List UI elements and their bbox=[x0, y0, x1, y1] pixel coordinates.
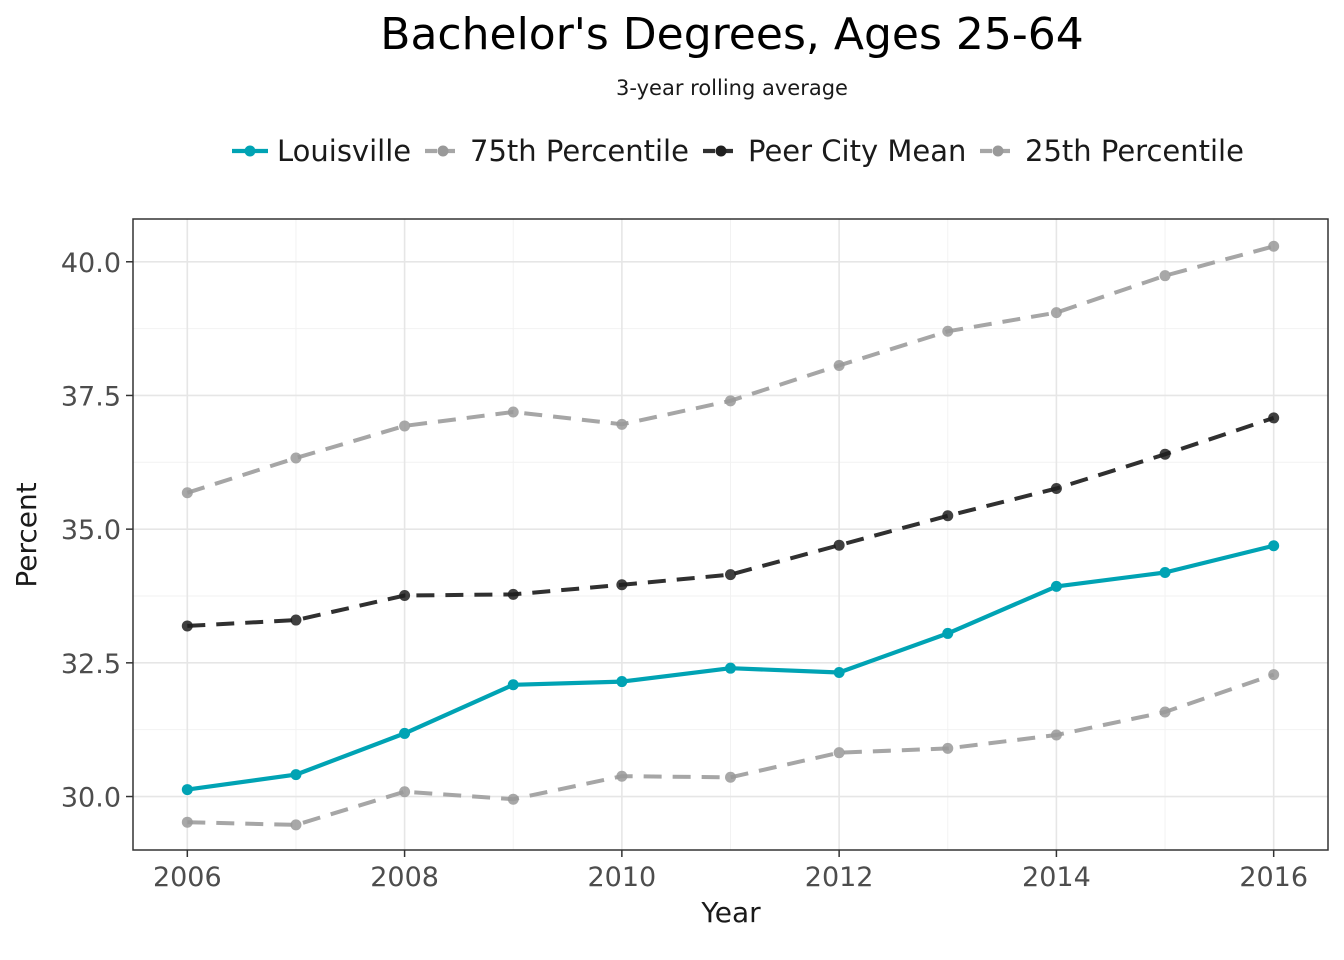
legend-label: 75th Percentile bbox=[470, 134, 689, 168]
data-point-peer-city-mean bbox=[725, 569, 736, 581]
plot-panel-border bbox=[132, 218, 1329, 851]
legend-swatch-point bbox=[437, 145, 449, 157]
series-layer bbox=[181, 240, 1280, 831]
data-point-louisville bbox=[725, 662, 736, 674]
legend-swatch-point bbox=[244, 145, 256, 157]
data-point-25th-percentile bbox=[181, 816, 193, 828]
data-point-peer-city-mean bbox=[942, 510, 954, 522]
data-point-louisville bbox=[290, 769, 302, 781]
data-point-25th-percentile bbox=[1050, 729, 1062, 741]
series-line-25th-percentile bbox=[187, 672, 1275, 827]
data-point-75th-percentile bbox=[1050, 307, 1062, 319]
legend-label: 25th Percentile bbox=[1025, 134, 1244, 168]
y-axis: 30.0 32.5 35.0 37.5 40.0 bbox=[61, 248, 133, 814]
data-point-75th-percentile bbox=[1159, 270, 1171, 282]
data-point-louisville bbox=[942, 627, 954, 639]
data-point-25th-percentile bbox=[942, 742, 954, 754]
data-point-75th-percentile bbox=[399, 420, 411, 432]
series-75th-percentile bbox=[181, 240, 1280, 499]
y-tick-label: 30.0 bbox=[61, 783, 121, 814]
data-point-25th-percentile bbox=[290, 819, 302, 831]
y-axis-title: Percent bbox=[10, 482, 43, 587]
x-axis-title: Year bbox=[700, 896, 761, 929]
data-point-25th-percentile bbox=[1268, 669, 1280, 681]
data-point-75th-percentile bbox=[507, 406, 519, 418]
data-point-75th-percentile bbox=[1268, 240, 1280, 252]
series-louisville bbox=[181, 540, 1280, 796]
data-point-75th-percentile bbox=[725, 395, 736, 407]
data-point-louisville bbox=[616, 676, 628, 688]
legend-item-peer-city-mean: Peer City Mean bbox=[703, 134, 966, 168]
legend-item-75th-percentile: 75th Percentile bbox=[425, 134, 689, 168]
data-point-louisville bbox=[833, 666, 845, 678]
legend-item-25th-percentile: 25th Percentile bbox=[980, 134, 1244, 168]
data-point-peer-city-mean bbox=[290, 614, 302, 626]
x-tick-label: 2010 bbox=[588, 862, 657, 893]
legend-label: Louisville bbox=[277, 134, 411, 168]
data-point-louisville bbox=[1050, 580, 1062, 592]
y-tick-label: 40.0 bbox=[61, 248, 121, 279]
data-point-75th-percentile bbox=[942, 325, 954, 337]
data-point-peer-city-mean bbox=[399, 589, 411, 601]
data-point-peer-city-mean bbox=[507, 588, 519, 600]
data-point-75th-percentile bbox=[616, 418, 628, 430]
data-point-louisville bbox=[507, 679, 519, 691]
series-peer-city-mean bbox=[181, 412, 1280, 632]
data-point-peer-city-mean bbox=[181, 620, 193, 632]
y-tick-label: 32.5 bbox=[61, 649, 121, 680]
grid bbox=[133, 219, 1328, 850]
y-tick-label: 37.5 bbox=[61, 381, 121, 412]
x-tick-label: 2006 bbox=[153, 862, 222, 893]
legend-item-louisville: Louisville bbox=[232, 134, 411, 168]
data-point-25th-percentile bbox=[833, 747, 845, 759]
data-point-25th-percentile bbox=[725, 771, 736, 783]
data-point-25th-percentile bbox=[1159, 706, 1171, 718]
series-line-peer-city-mean bbox=[187, 416, 1275, 628]
x-tick-label: 2012 bbox=[805, 862, 874, 893]
data-point-peer-city-mean bbox=[1159, 448, 1171, 460]
x-axis: 2006 2008 2010 2012 2014 2016 bbox=[153, 850, 1308, 893]
x-tick-label: 2016 bbox=[1239, 862, 1308, 893]
data-point-peer-city-mean bbox=[1050, 483, 1062, 495]
series-25th-percentile bbox=[181, 669, 1280, 831]
data-point-75th-percentile bbox=[290, 452, 302, 464]
data-point-75th-percentile bbox=[833, 360, 845, 372]
data-point-louisville bbox=[1268, 540, 1280, 552]
y-tick-label: 35.0 bbox=[61, 515, 121, 546]
legend-swatch-point bbox=[992, 145, 1004, 157]
x-tick-label: 2014 bbox=[1022, 862, 1091, 893]
legend: Louisville 75th Percentile Peer City Mean 2… bbox=[232, 134, 1244, 168]
chart-subtitle: 3-year rolling average bbox=[616, 76, 848, 100]
data-point-louisville bbox=[1159, 566, 1171, 578]
x-tick-label: 2008 bbox=[370, 862, 439, 893]
data-point-75th-percentile bbox=[181, 487, 193, 499]
legend-label: Peer City Mean bbox=[748, 134, 966, 168]
data-point-25th-percentile bbox=[616, 770, 628, 782]
data-point-louisville bbox=[181, 784, 193, 796]
data-point-louisville bbox=[399, 727, 411, 739]
data-point-25th-percentile bbox=[507, 793, 519, 805]
data-point-peer-city-mean bbox=[616, 579, 628, 591]
chart-title: Bachelor's Degrees, Ages 25-64 bbox=[380, 9, 1083, 60]
data-point-peer-city-mean bbox=[833, 539, 845, 551]
data-point-25th-percentile bbox=[399, 786, 411, 798]
data-point-peer-city-mean bbox=[1268, 412, 1280, 424]
legend-swatch-point bbox=[715, 145, 727, 157]
